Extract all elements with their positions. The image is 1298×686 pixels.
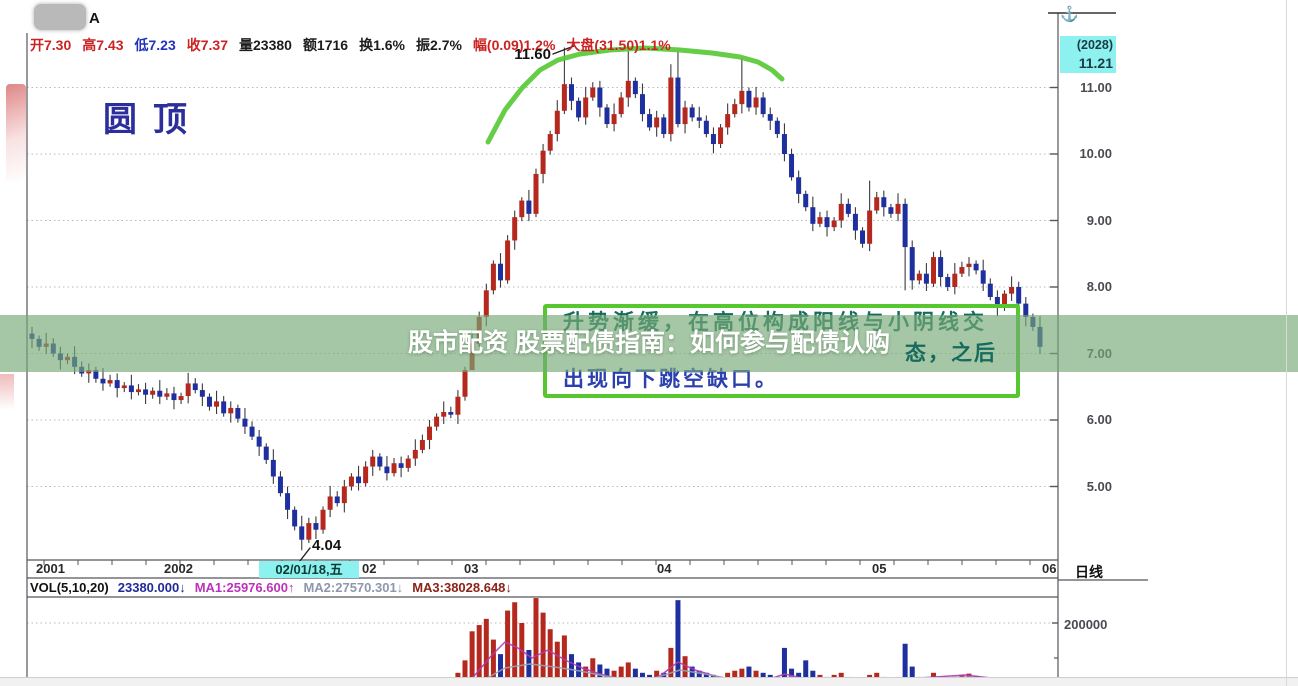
- quote-field-6: 换1.6%: [359, 37, 406, 53]
- quote-field-8: 幅(0.09)1.2%: [472, 37, 556, 53]
- overlay-banner-title: 股市配资 股票配债指南：如何参与配债认购: [408, 329, 890, 357]
- vol-field-4: MA3:38028.648↓: [412, 580, 512, 595]
- price-label-5.00: 5.00: [1086, 478, 1112, 494]
- time-label-2001: 2001: [36, 561, 65, 576]
- volume-axis-label: 200000: [1064, 617, 1108, 632]
- quote-info-bar: 开7.30 高7.43 低7.23 收7.37 量23380 额1716 换1.6% 振2.7…: [30, 35, 671, 55]
- time-label-05: 05: [872, 561, 887, 576]
- window-count: (2028): [1076, 38, 1113, 52]
- quote-field-2: 低7.23: [134, 37, 176, 53]
- window-last-price: 11.21: [1078, 55, 1113, 71]
- time-label-06: 06: [1042, 561, 1057, 576]
- selected-date-cell[interactable]: 02/01/18,五: [259, 561, 359, 578]
- stock-name-suffix: A: [89, 10, 100, 27]
- overlay-banner-strip: [0, 315, 1298, 372]
- vol-field-3: MA2:27570.301↓: [303, 580, 404, 595]
- price-label-11.00: 11.00: [1080, 79, 1112, 95]
- quote-field-3: 收7.37: [186, 37, 228, 53]
- quote-field-9: 大盘(31.50)1.1%: [566, 37, 671, 53]
- stock-name-redacted: [34, 4, 86, 30]
- page-edge-gradient-2: [0, 374, 14, 410]
- low-price-callout: 4.04: [312, 537, 342, 554]
- price-label-10.00: 10.00: [1079, 146, 1112, 161]
- vol-field-1: 23380.000↓: [117, 580, 186, 595]
- time-label-04: 04: [657, 561, 672, 576]
- price-label-9.00: 9.00: [1086, 212, 1112, 228]
- vol-field-0: VOL(5,10,20): [30, 580, 109, 595]
- vol-field-2: MA1:25976.600↑: [194, 580, 295, 595]
- quote-field-4: 量23380: [239, 37, 292, 53]
- pattern-title: 圆顶: [103, 101, 203, 139]
- time-label-2002: 2002: [164, 561, 193, 576]
- time-label-02: 02: [362, 561, 377, 576]
- quote-field-7: 振2.7%: [416, 37, 462, 53]
- annotation-line-2-fragment: 态，之后: [905, 342, 997, 365]
- annotation-line-3: 出现向下跳空缺口。: [563, 368, 779, 391]
- page-bottom-edge: [0, 677, 1298, 686]
- volume-indicator-bar: VOL(5,10,20) 23380.000↓ MA1:25976.600↑ MA2:…: [30, 580, 512, 595]
- page-edge-gradient: [6, 84, 26, 182]
- quote-field-1: 高7.43: [82, 37, 124, 53]
- high-price-callout: 11.60: [514, 46, 551, 63]
- time-label-03: 03: [464, 561, 479, 576]
- anchor-icon[interactable]: ⚓: [1060, 6, 1079, 23]
- price-label-6.00: 6.00: [1086, 412, 1112, 427]
- page-right-edge: [1286, 0, 1287, 686]
- window-count-tag: (2028) 11.21: [1060, 36, 1116, 73]
- quote-field-5: 额1716: [302, 37, 349, 53]
- quote-field-0: 开7.30: [30, 37, 72, 53]
- period-label: 日线: [1075, 564, 1103, 580]
- price-label-8.00: 8.00: [1086, 279, 1112, 294]
